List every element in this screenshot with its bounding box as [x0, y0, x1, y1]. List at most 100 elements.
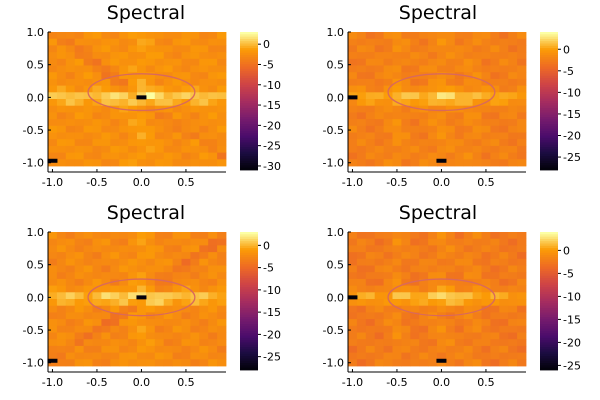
heatmap-cell — [83, 252, 93, 260]
heatmap-cell — [454, 58, 465, 66]
heatmap-cells — [348, 232, 527, 367]
heatmap-cell — [428, 38, 438, 46]
heatmap-cell — [128, 52, 138, 60]
heatmap-cell — [74, 305, 84, 313]
heatmap-cell — [472, 58, 482, 66]
heatmap-cell — [181, 145, 191, 153]
heatmap-cell — [454, 332, 465, 340]
heatmap-cell — [419, 65, 429, 73]
heatmap-cell — [437, 305, 447, 313]
heatmap-cell — [419, 125, 429, 133]
heatmap-cell — [145, 265, 156, 273]
heatmap-cell — [172, 32, 182, 40]
heatmap-cell — [472, 78, 482, 86]
heatmap-cell — [65, 258, 76, 266]
heatmap-cell — [110, 278, 120, 286]
heatmap-cell — [383, 339, 393, 347]
heatmap-cell — [172, 125, 182, 133]
heatmap-cell — [490, 125, 500, 133]
heatmap-cell — [48, 132, 58, 140]
heatmap-cell — [154, 258, 165, 266]
heatmap-cell — [356, 265, 367, 273]
colorbar-step — [540, 151, 558, 155]
heatmap-cell — [163, 58, 173, 66]
heatmap-cell — [119, 345, 129, 353]
heatmap-cell — [437, 278, 447, 286]
heatmap-cell — [365, 332, 376, 340]
heatmap-cell — [128, 92, 138, 100]
heatmap-cell — [481, 352, 491, 360]
heatmap-cell — [65, 159, 76, 167]
heatmap-cell — [145, 65, 156, 73]
heatmap-cell — [383, 145, 393, 153]
heatmap-cell — [392, 245, 402, 253]
heatmap-cell — [463, 152, 473, 160]
heatmap-cell — [365, 359, 376, 367]
heatmap-cell — [101, 245, 111, 253]
colorbar-step — [240, 273, 258, 277]
heatmap-cell — [445, 32, 456, 40]
colorbar-step — [540, 149, 558, 152]
heatmap-cell — [410, 65, 420, 73]
colorbar-step — [540, 156, 558, 159]
heatmap-cell — [119, 352, 129, 360]
heatmap-cell — [48, 265, 58, 273]
heatmap-cell — [401, 112, 411, 120]
heatmap-cell — [374, 305, 384, 313]
heatmap-cell — [48, 152, 58, 160]
heatmap-cell — [356, 232, 367, 240]
heatmap-cell — [463, 252, 473, 260]
colorbar-step — [540, 326, 558, 329]
colorbar-step — [240, 107, 258, 111]
colorbar-step — [540, 303, 558, 306]
heatmap-cell — [217, 58, 227, 66]
heatmap-cell — [145, 38, 156, 46]
heatmap-cell — [48, 312, 58, 320]
heatmap-cell — [92, 292, 102, 300]
heatmap-cell — [481, 359, 491, 367]
heatmap-cell — [428, 265, 438, 273]
colorbar-step — [540, 245, 558, 249]
colorbar-step — [240, 45, 258, 49]
heatmap-cell — [392, 232, 402, 240]
x-tick-label: -1.0 — [342, 176, 363, 189]
heatmap-cell — [190, 352, 200, 360]
colorbar-step — [240, 351, 258, 355]
heatmap-cell — [128, 319, 138, 327]
heatmap-cell — [74, 232, 84, 240]
heatmap-cell — [119, 305, 129, 313]
heatmap-cell — [208, 352, 218, 360]
heatmap-cell — [383, 119, 393, 127]
heatmap-cell — [445, 105, 456, 113]
heatmap-cell — [481, 305, 491, 313]
heatmap-cell — [137, 332, 147, 340]
heatmap-cell — [445, 125, 456, 133]
heatmap-cell — [172, 292, 182, 300]
heatmap-cell — [74, 292, 84, 300]
heatmap-cell — [454, 278, 465, 286]
heatmap-cell — [401, 92, 411, 100]
heatmap-cell — [401, 139, 411, 147]
heatmap-cell — [374, 119, 384, 127]
heatmap-cell — [190, 232, 200, 240]
heatmap-cell — [83, 232, 93, 240]
heatmap-cell — [137, 265, 147, 273]
colorbar-step — [540, 287, 558, 290]
colorbar-step — [540, 110, 558, 113]
heatmap-cell — [392, 92, 402, 100]
heatmap-cell — [481, 245, 491, 253]
heatmap-cell — [454, 352, 465, 360]
heatmap-cell — [145, 145, 156, 153]
heatmap-cell — [199, 272, 209, 280]
heatmap-cell — [445, 299, 456, 307]
colorbar-step — [240, 365, 258, 369]
heatmap-cell — [110, 58, 120, 66]
heatmap-cell — [119, 359, 129, 367]
heatmap-cell — [508, 119, 518, 127]
colorbar-step — [240, 73, 258, 77]
heatmap-cell — [383, 319, 393, 327]
panel-title: Spectral — [107, 202, 185, 224]
colorbar-step — [240, 167, 258, 171]
heatmap-cell — [445, 252, 456, 260]
heatmap-cell — [419, 119, 429, 127]
